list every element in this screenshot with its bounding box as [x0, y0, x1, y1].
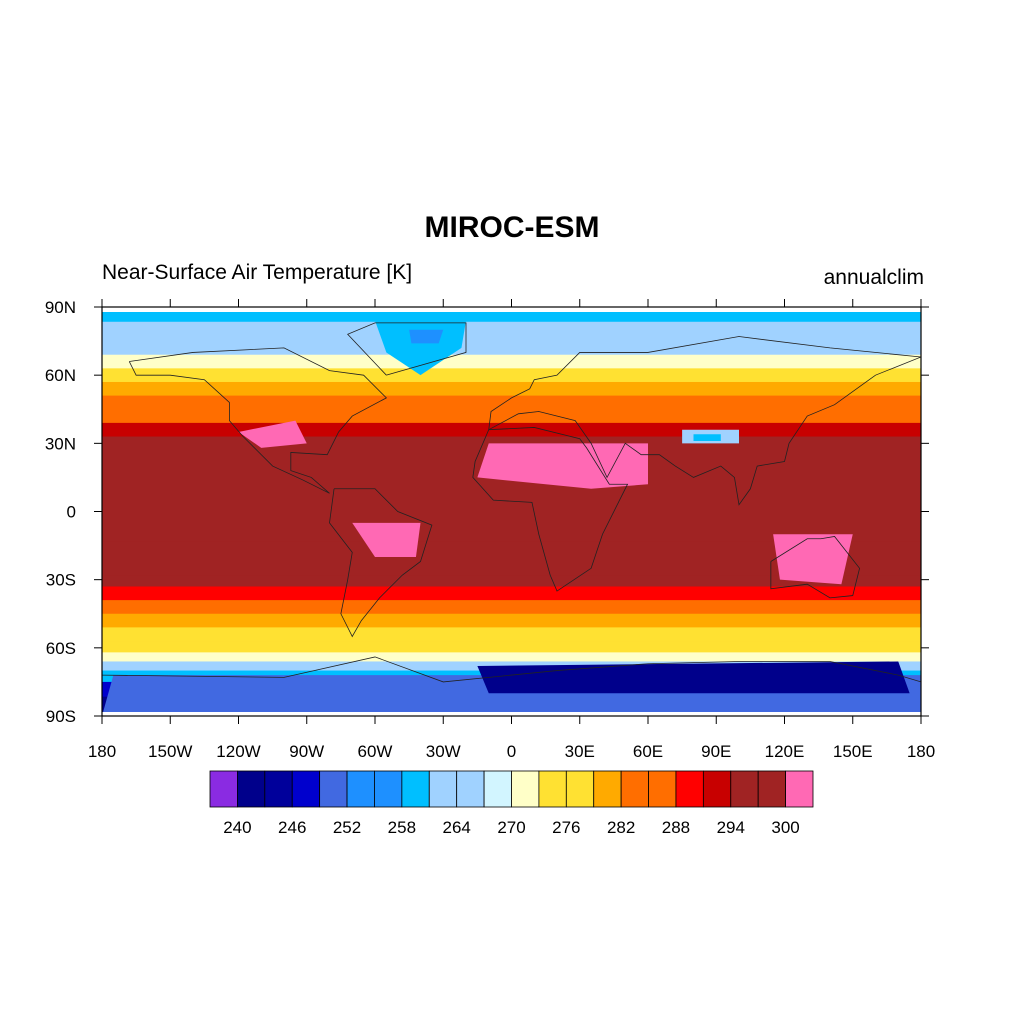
- x-tick-label: 30E: [565, 742, 595, 761]
- colorbar-box: [648, 770, 677, 808]
- temperature-region: [773, 534, 853, 585]
- temperature-region: [409, 329, 444, 344]
- temperature-band: [102, 613, 921, 628]
- colorbar-box: [675, 770, 704, 808]
- colorbar-labels: 240 246 252 258 264 270 276 282 288 294 300: [223, 818, 800, 837]
- colorbar-label: 258: [388, 818, 416, 837]
- colorbar-label: 252: [333, 818, 361, 837]
- variable-label: Near-Surface Air Temperature [K]: [102, 261, 413, 284]
- y-tick-label: 90S: [46, 707, 76, 726]
- x-tick-label: 180: [88, 742, 116, 761]
- coastline: [329, 488, 433, 638]
- x-tick-label: 60W: [358, 742, 393, 761]
- temperature-band: [102, 600, 921, 615]
- colorbar-label: 294: [717, 818, 745, 837]
- temperature-band: [102, 381, 921, 397]
- temperature-band: [102, 641, 921, 653]
- colorbar-label: 246: [278, 818, 306, 837]
- colorbar-box: [730, 770, 759, 808]
- chart-title: MIROC-ESM: [424, 211, 600, 244]
- colorbar-box: [757, 770, 786, 808]
- colorbar-label: 282: [607, 818, 635, 837]
- colorbar: [209, 770, 814, 808]
- colorbar-box: [401, 770, 430, 808]
- colorbar-label: 288: [662, 818, 690, 837]
- colorbar-box: [620, 770, 649, 808]
- temperature-map: [102, 312, 921, 712]
- longitude-tick-labels: 180 150W 120W 90W 60W 30W 0 30E 60E 90E 120E 150E 18…: [88, 742, 935, 761]
- coastline: [472, 427, 629, 592]
- y-tick-label: 60S: [46, 639, 76, 658]
- x-tick-label: 150E: [833, 742, 873, 761]
- colorbar-box: [593, 770, 622, 808]
- colorbar-box: [374, 770, 403, 808]
- x-tick-label: 60E: [633, 742, 663, 761]
- temperature-band: [102, 354, 921, 369]
- temperature-band: [102, 575, 921, 588]
- temperature-region: [375, 320, 466, 376]
- colorbar-label: 264: [442, 818, 470, 837]
- colorbar-box: [237, 770, 266, 808]
- colorbar-box: [483, 770, 512, 808]
- colorbar-box: [785, 770, 814, 808]
- colorbar-label: 300: [771, 818, 799, 837]
- y-tick-label: 0: [67, 503, 76, 522]
- x-tick-label: 90E: [701, 742, 731, 761]
- axis-ticks: [94, 299, 929, 724]
- temperature-region: [352, 522, 421, 557]
- temperature-band: [102, 338, 921, 356]
- x-tick-label: 90W: [289, 742, 324, 761]
- colorbar-label: 270: [497, 818, 525, 837]
- temperature-band: [102, 586, 921, 601]
- coastline: [128, 347, 388, 494]
- colorbar-box: [346, 770, 375, 808]
- latitude-tick-labels: 90N 60N 30N 0 30S 60S 90S: [45, 298, 76, 726]
- temperature-band: [102, 368, 921, 383]
- colorbar-box: [264, 770, 293, 808]
- colorbar-box: [209, 770, 238, 808]
- colorbar-label: 276: [552, 818, 580, 837]
- colorbar-box: [511, 770, 540, 808]
- temperature-region: [477, 661, 910, 694]
- coastline: [102, 656, 921, 683]
- coastline: [488, 336, 921, 506]
- coastline: [347, 322, 467, 376]
- temperature-region: [238, 420, 307, 448]
- colorbar-box: [565, 770, 595, 808]
- colorbar-box: [702, 770, 732, 808]
- temperature-band: [102, 321, 921, 340]
- temperature-band: [102, 477, 921, 542]
- colorbar-label: 240: [223, 818, 251, 837]
- coastlines: [102, 322, 921, 683]
- x-tick-label: 120W: [216, 742, 260, 761]
- period-label: annualclim: [823, 266, 924, 289]
- x-tick-label: 30W: [426, 742, 461, 761]
- coastline: [770, 536, 861, 599]
- y-tick-label: 90N: [45, 298, 76, 317]
- y-tick-label: 30N: [45, 434, 76, 453]
- temperature-band: [102, 409, 921, 424]
- y-tick-label: 30S: [46, 571, 76, 590]
- colorbar-box: [428, 770, 458, 808]
- x-tick-label: 180: [907, 742, 935, 761]
- colorbar-box: [291, 770, 321, 808]
- x-tick-label: 0: [507, 742, 516, 761]
- temperature-band: [102, 395, 921, 410]
- temperature-region: [693, 434, 721, 442]
- colorbar-box: [456, 770, 485, 808]
- temperature-band: [102, 627, 921, 642]
- x-tick-label: 120E: [765, 742, 805, 761]
- temperature-band: [102, 652, 921, 663]
- colorbar-box: [319, 770, 348, 808]
- x-tick-label: 150W: [148, 742, 192, 761]
- colorbar-box: [538, 770, 567, 808]
- y-tick-label: 60N: [45, 366, 76, 385]
- temperature-band: [102, 312, 921, 323]
